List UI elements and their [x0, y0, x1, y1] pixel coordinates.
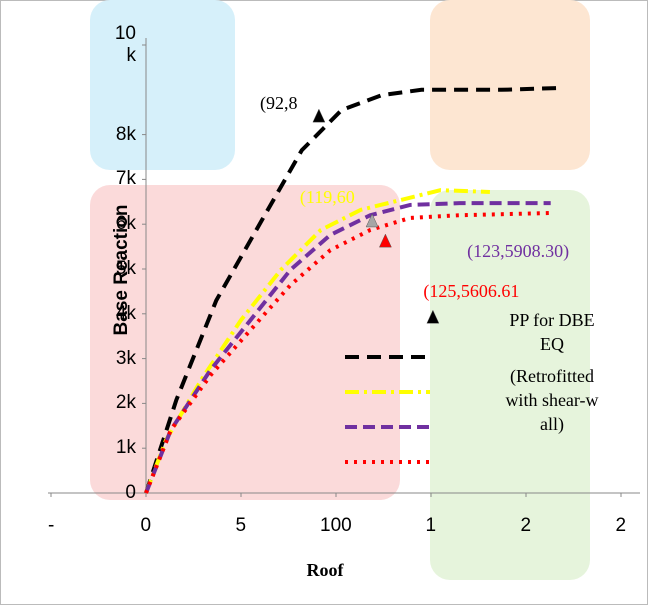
x-tick-label: 5 [236, 515, 247, 537]
annotation: (92,8 [260, 93, 298, 114]
annotation: (125,5606.61 [423, 281, 519, 302]
x-tick-label: 1 [426, 515, 437, 537]
marker [313, 109, 325, 122]
annotation: (123,5908.30) [467, 241, 569, 262]
y-tick-label: 0 [125, 482, 136, 504]
x-tick-label: 0 [141, 515, 152, 537]
text-box: PP for DBE EQ (Retrofitted with shear-wa… [503, 308, 601, 480]
annotation: (119,60 [300, 187, 355, 208]
y-tick-label: 3k [116, 348, 136, 370]
x-tick-label: 2 [616, 515, 627, 537]
y-tick-label: 1k [116, 437, 136, 459]
x-tick-label: 2 [521, 515, 532, 537]
text-box-line: PP for DBE EQ [503, 308, 601, 356]
bg-deco [90, 185, 400, 500]
x-tick-label: 100 [320, 515, 352, 537]
text-box-line: (Retrofitted with shear-wall) [503, 364, 601, 436]
bg-deco [90, 0, 235, 170]
y-tick-label: 4k [116, 303, 136, 325]
x-tick-label: - [48, 515, 54, 537]
y-tick-label: 7k [116, 168, 136, 190]
chart: Base Reaction Roof PP for DBE EQ (Retrof… [0, 0, 649, 606]
y-tick-label: 5k [116, 258, 136, 280]
x-axis-title: Roof [307, 560, 345, 580]
y-tick-label: 2k [116, 392, 136, 414]
y-tick-label: 6k [116, 213, 136, 235]
y-tick-label: 8k [116, 124, 136, 146]
bg-deco [430, 0, 590, 170]
y-tick-label: 10 k [115, 23, 136, 67]
